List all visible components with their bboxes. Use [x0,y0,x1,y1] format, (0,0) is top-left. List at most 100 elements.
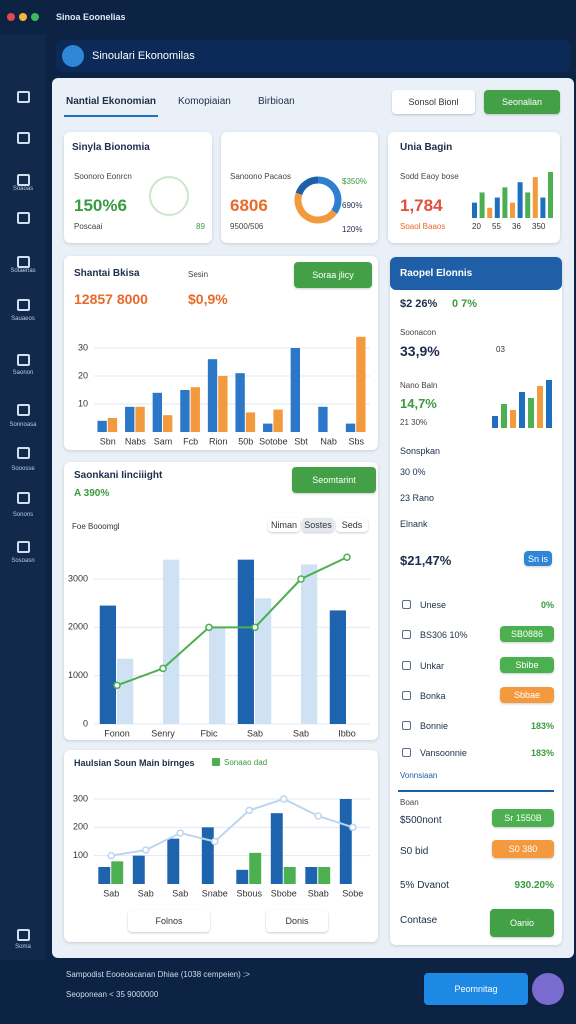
x-tick-label: Sbt [294,436,308,446]
line-point [297,575,305,583]
x-tick-label: Ibbo [338,728,356,738]
bar [111,861,124,884]
legend-entry: 690% [342,201,363,210]
sidebar-icon [17,91,30,103]
section-button[interactable]: Donis [266,910,328,932]
line-point [314,812,322,820]
row-label: Bonka [420,691,446,701]
bar [236,869,249,884]
legend-entry: $350% [342,177,367,186]
mini-label: 350 [532,222,546,231]
section-button[interactable]: Folnos [128,910,210,932]
footer-button[interactable]: Peomnitag [424,973,528,1005]
footer-text: Seoponean < 35 9000000 [66,990,159,999]
mini-bar [492,416,498,428]
mini-bar [479,192,485,218]
x-tick-label: Sab [138,888,154,898]
bar [152,392,162,432]
line [111,797,354,857]
mini-bar [540,197,546,218]
sidebar-icon [17,256,30,268]
section-button[interactable]: Soraa jlicy [294,262,372,288]
footer-text: Sampodist Eooeoacanan Dhiae (1038 cempei… [66,970,250,979]
tab: Nantial Ekonomian [66,96,157,107]
sidebar-icon [17,354,30,366]
row-button[interactable]: Sbbae [500,687,554,703]
row-icon [402,600,411,609]
primary-button[interactable]: Seonalian [484,90,560,114]
legend-swatch [212,758,220,766]
mini-bar [519,392,525,428]
sidebar-icon [17,929,30,941]
line-point [245,806,253,815]
line-point [142,846,150,854]
y-tick-label: 30 [78,342,88,352]
bar [167,838,180,884]
line-point [107,851,115,860]
toggle[interactable]: Seds [336,518,368,532]
line [116,556,348,687]
bar [329,610,346,724]
right-stat: 0 7% [452,298,478,310]
section-button[interactable]: Seomtarint [292,467,376,493]
row-label: S0 bid [400,846,429,857]
sidebar-label: Soaoas [12,186,34,192]
mini-bar [525,192,531,218]
bar [305,867,318,884]
toggle[interactable]: Sostes [302,518,334,532]
sidebar-label: Sonons [12,512,34,518]
app-logo [62,45,84,67]
bar [97,420,107,432]
y-tick-label: 300 [73,793,88,803]
y-tick-label: 20 [78,370,88,380]
right-value: $21,47% [400,553,452,568]
window-title: Sinoa Eoonelias [56,12,126,22]
row-label: Contase [400,915,438,926]
row-label: 5% Dvanot [400,880,449,891]
sidebar-label: Saonon [12,370,34,376]
x-tick-label: Sbn [100,436,116,446]
x-tick-label: Sobe [342,888,363,898]
row-button[interactable]: S0 380 [492,840,554,858]
bar [135,406,145,432]
row-button[interactable]: SB0886 [500,626,554,642]
right-row: 23 Rano [400,493,435,503]
sidebar-label: Sonnoasa [9,422,37,428]
row-value: 183% [530,748,554,758]
bar [345,423,356,432]
sidebar-label: Sotaenas [10,268,36,274]
bar [207,359,218,432]
mini-bar [510,410,516,428]
bar [356,336,366,432]
pill-button[interactable]: Sn is [524,551,552,566]
mini-bar [517,182,523,218]
toggle[interactable]: Niman [268,518,300,532]
row-button[interactable]: Oanio [490,909,554,937]
row-label: Bonnie [420,721,449,731]
bar [283,867,296,884]
line-point [251,623,259,632]
bar [290,348,300,432]
mini-bar-chart [492,380,552,428]
right-label: Sonspkan [400,446,441,456]
right-stat: $2 26% [400,298,438,310]
y-tick-label: 10 [78,398,88,408]
row-icon [402,630,411,639]
y-tick-label: 2000 [68,622,88,632]
bar [180,390,190,432]
right-value: 33,9% [400,343,440,359]
right-label: Boan [400,798,419,807]
line-point [211,837,219,846]
sidebar-icon [17,299,30,311]
right-label: Soonacon [400,328,437,337]
select[interactable]: Sonsol Bionl [392,90,475,114]
x-tick-label: Sbobe [271,888,297,898]
mini-bar [487,207,493,218]
sidebar-label: Sooosse [11,466,35,472]
row-button[interactable]: Sbibe [500,657,554,673]
card-footer: Poscaai [74,222,103,231]
bar [245,412,256,432]
row-button[interactable]: Sr 1550B [492,809,554,827]
card-value: 6806 [230,196,268,215]
sidebar-label: Soma [15,944,31,950]
